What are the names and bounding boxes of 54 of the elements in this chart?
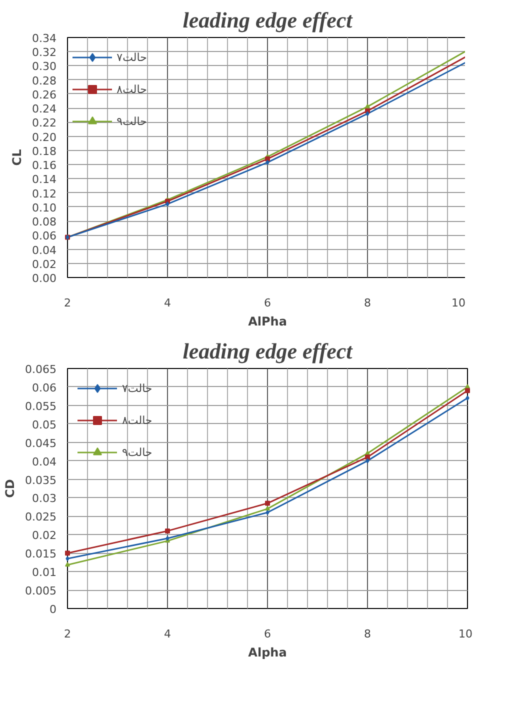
y-tick-label: 0.015 bbox=[25, 548, 57, 561]
y-tick-label: 0.02 bbox=[32, 258, 57, 271]
y-tick-label: 0.045 bbox=[25, 436, 57, 450]
x-axis-title: AlPha bbox=[248, 314, 287, 328]
y-axis-title: CL bbox=[10, 148, 24, 166]
y-tick-label: 0.10 bbox=[32, 201, 57, 214]
x-tick-label: 10 bbox=[452, 296, 466, 310]
y-tick-label: 0.32 bbox=[32, 46, 57, 60]
y-tick-label: 0.08 bbox=[32, 216, 57, 229]
y-tick-label: 0.04 bbox=[32, 455, 57, 468]
y-tick-label: 0.035 bbox=[25, 474, 57, 487]
legend-label: حالت۹ bbox=[122, 446, 152, 458]
x-tick-label: 4 bbox=[164, 296, 171, 310]
y-tick-label: 0.005 bbox=[25, 584, 57, 598]
y-tick-label: 0.22 bbox=[32, 116, 57, 130]
y-tick-label: 0.05 bbox=[32, 418, 57, 432]
y-tick-label: 0.06 bbox=[32, 230, 57, 243]
y-tick-label: 0.01 bbox=[32, 566, 57, 580]
y-tick-label: 0.055 bbox=[25, 400, 57, 413]
x-tick-label: 8 bbox=[364, 296, 371, 310]
x-tick-label: 2 bbox=[64, 296, 71, 310]
legend-label: حالت۷ bbox=[122, 382, 152, 394]
x-axis-title: Alpha bbox=[248, 646, 287, 660]
y-tick-label: 0.03 bbox=[32, 492, 57, 506]
y-tick-label: 0.065 bbox=[25, 363, 57, 376]
x-tick-label: 10 bbox=[458, 628, 473, 640]
y-tick-label: 0.06 bbox=[32, 381, 57, 394]
legend-label: حالت۸ bbox=[116, 82, 147, 96]
chart-title: leading edge effect bbox=[182, 8, 354, 32]
x-tick-label: 4 bbox=[164, 628, 171, 640]
legend-label: حالت۷ bbox=[116, 50, 147, 64]
y-tick-label: 0.24 bbox=[32, 102, 57, 116]
x-tick-label: 8 bbox=[364, 628, 371, 640]
y-tick-label: 0.26 bbox=[32, 88, 57, 102]
x-tick-label: 6 bbox=[264, 628, 271, 640]
y-tick-label: 0.18 bbox=[32, 144, 57, 158]
y-tick-label: 0.00 bbox=[32, 272, 57, 285]
y-tick-label: 0.34 bbox=[32, 32, 57, 45]
y-tick-label: 0.12 bbox=[32, 187, 57, 200]
chart-title: leading edge effect bbox=[182, 338, 354, 364]
y-axis-title: CD bbox=[3, 479, 18, 498]
y-tick-label: 0.04 bbox=[32, 244, 57, 257]
y-tick-label: 0.16 bbox=[32, 159, 57, 172]
x-tick-label: 2 bbox=[64, 628, 71, 640]
y-tick-label: 0.02 bbox=[32, 529, 57, 542]
y-tick-label: 0.28 bbox=[32, 74, 57, 88]
legend-label: حالت۹ bbox=[116, 114, 147, 128]
x-tick-label: 6 bbox=[264, 296, 271, 310]
y-tick-label: 0.14 bbox=[32, 173, 57, 186]
y-tick-label: 0.025 bbox=[25, 510, 57, 524]
y-tick-label: 0 bbox=[50, 603, 56, 616]
legend-label: حالت۸ bbox=[122, 414, 152, 426]
y-tick-label: 0.30 bbox=[32, 60, 57, 74]
y-tick-label: 0.20 bbox=[32, 130, 57, 144]
